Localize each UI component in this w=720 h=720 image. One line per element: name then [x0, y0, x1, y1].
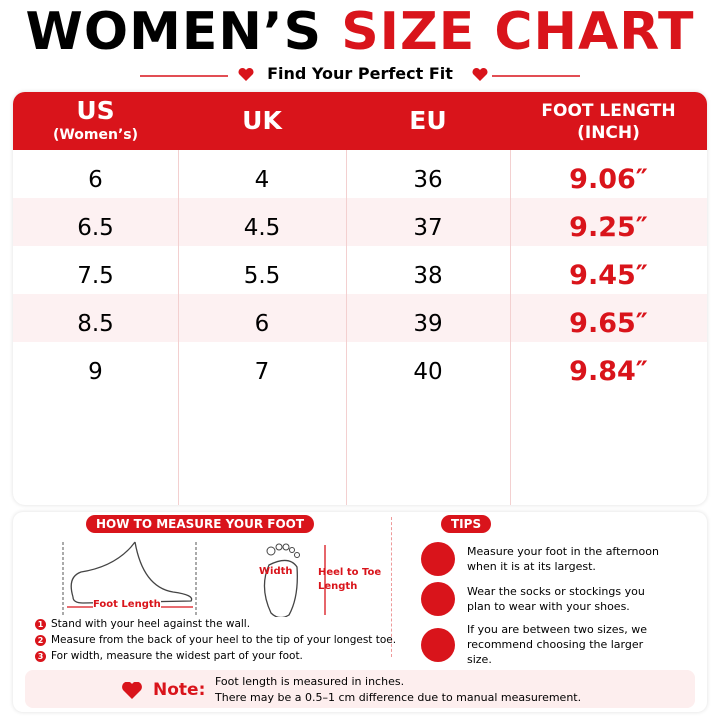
tip-icon	[421, 582, 455, 616]
table-cell: 8.5	[77, 311, 114, 337]
header-label: US	[76, 96, 115, 125]
note-line: There may be a 0.5–1 cm difference due t…	[215, 691, 582, 704]
table-cell: 9.25″	[569, 212, 648, 243]
subtitle: Find Your Perfect Fit	[267, 64, 453, 83]
note-heart	[122, 682, 142, 699]
header-sub: (Women’s)	[52, 127, 139, 143]
tip-row: Wear the socks or stockings you plan to …	[421, 582, 667, 616]
title-black: WOMEN’S	[25, 2, 323, 62]
column-line	[510, 92, 511, 505]
table-cell: 9.45″	[569, 260, 648, 291]
steps: 1 Stand with your heel against the wall. 2…	[35, 618, 396, 662]
tips-title: TIPS	[441, 515, 492, 533]
column-line	[346, 92, 347, 505]
header-label: UK	[242, 106, 282, 135]
table-cell: 4	[254, 167, 270, 193]
table-cell: 9.84″	[569, 356, 648, 387]
info-panel: HOW TO MEASURE YOUR FOOT TIPS Foot Lengt…	[13, 512, 707, 712]
header-cell: UK	[178, 92, 346, 150]
note-lines: Foot length is measured in inches. There…	[215, 674, 581, 706]
heel-to-toe-label: Heel to Toe Length	[318, 567, 382, 592]
table-cell: 7.5	[77, 263, 114, 289]
tip-icon	[421, 627, 455, 662]
step-text: Stand with your heel against the wall.	[51, 618, 251, 630]
tip-icon	[421, 542, 455, 576]
header-cell: US (Women’s)	[13, 92, 178, 150]
table-cell: 9	[88, 359, 103, 385]
table-cell: 9.06″	[569, 164, 648, 195]
table-cell: 37	[413, 215, 443, 241]
divider	[391, 517, 392, 657]
tips: Measure your foot in the afternoon when …	[421, 542, 667, 667]
width-label: Width	[259, 566, 293, 577]
row-band	[13, 198, 707, 246]
table-cell: 38	[413, 263, 443, 289]
tip-row: Measure your foot in the afternoon when …	[421, 542, 667, 576]
step: 2 Measure from the back of your heel to t…	[35, 634, 396, 646]
subtitle-decor	[140, 67, 580, 81]
table-cell: 6	[88, 167, 103, 193]
step-text: For width, measure the widest part of yo…	[51, 650, 303, 662]
header-cell: FOOT LENGTH (INCH)	[510, 92, 707, 150]
header-cell: EU	[346, 92, 510, 150]
tip-text: If you are between two sizes, we recomme…	[467, 623, 648, 666]
step-text: Measure from the back of your heel to th…	[51, 634, 397, 646]
note-label: Note:	[153, 680, 206, 700]
tip-text: Measure your foot in the afternoon when …	[467, 545, 659, 573]
header-sub: (INCH)	[577, 123, 640, 143]
step-number: 3	[35, 650, 46, 662]
step: 1 Stand with your heel against the wall.	[35, 618, 396, 630]
table-cell: 40	[413, 359, 443, 385]
table-cell: 6	[254, 311, 270, 337]
tip-row: If you are between two sizes, we recomme…	[421, 622, 667, 667]
step-number: 2	[35, 634, 46, 646]
step: 3 For width, measure the widest part of y…	[35, 650, 396, 662]
size-table: US (Women’s) UK EU FOOT LENGTH (INCH) 6 4 36 9.06…	[13, 92, 707, 505]
table-cell: 5.5	[243, 263, 281, 289]
table-cell: 9.65″	[569, 308, 648, 339]
title: WOMEN’S SIZE CHART	[0, 2, 720, 62]
row-band	[13, 294, 707, 342]
table-cell: 4.5	[243, 215, 281, 241]
title-red: SIZE CHART	[341, 2, 695, 62]
foot-length-label: Foot Length	[93, 599, 161, 610]
step-number: 1	[35, 618, 46, 630]
table-cell: 7	[254, 359, 270, 385]
measure-title: HOW TO MEASURE YOUR FOOT	[86, 515, 315, 533]
table-cell: 39	[413, 311, 443, 337]
header-label: EU	[409, 106, 447, 135]
note-line: Foot length is measured in inches.	[215, 675, 405, 688]
header-label: FOOT LENGTH	[541, 101, 676, 121]
table-cell: 36	[413, 167, 443, 193]
column-line	[178, 92, 179, 505]
tip-text: Wear the socks or stockings you plan to …	[467, 585, 645, 613]
foot-illustrations	[62, 541, 326, 617]
table-cell: 6.5	[77, 215, 114, 241]
